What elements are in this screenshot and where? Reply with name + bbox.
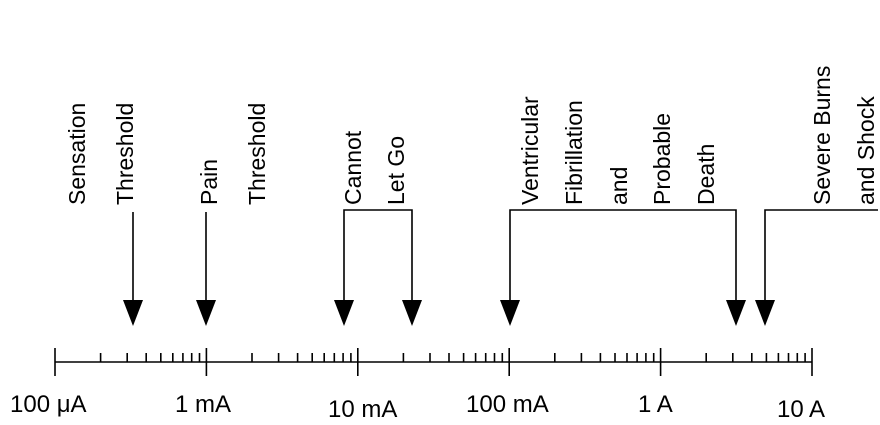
cannot-label-line-2: Let Go (383, 136, 409, 205)
sensation-label-line-2: Threshold (112, 103, 138, 205)
axis-ticks (54, 348, 813, 376)
vfib-label-line-4: Probable (649, 113, 675, 205)
axis-label-1a: 1 A (638, 391, 673, 418)
axis-label-10ma: 10 mA (328, 396, 397, 423)
sensation-label-line-1: Sensation (64, 103, 90, 205)
vfib-label-line-2: Fibrillation (561, 100, 587, 205)
vfib-label-line-1: Ventricular (517, 96, 543, 205)
sensation-arrow-head (123, 300, 143, 326)
severe-bracket (764, 209, 878, 302)
severe-burns-annotation: Severe Burns and Shock (755, 66, 879, 326)
axis-label-100ua: 100 μA (10, 391, 87, 418)
cannot-let-go-annotation: Cannot Let Go (334, 130, 422, 326)
axis-label-100ma: 100 mA (466, 391, 549, 418)
vfib-label-line-5: Death (693, 144, 719, 205)
pain-label-line-2: Threshold (244, 103, 270, 205)
ventricular-fibrillation-annotation: Ventricular Fibrillation and Probable De… (500, 96, 746, 326)
pain-threshold-annotation: Pain Threshold (196, 103, 270, 326)
pain-arrow-head (196, 300, 216, 326)
pain-label-line-1: Pain (196, 159, 222, 205)
cannot-let-go-bracket (343, 209, 413, 302)
axis-label-10a: 10 A (777, 396, 825, 423)
severe-arrow-head (755, 300, 775, 326)
sensation-threshold-annotation: Sensation Threshold (64, 103, 143, 326)
cannot-arrow-head-left (334, 300, 354, 326)
cannot-arrow-head-right (402, 300, 422, 326)
vfib-arrow-head-right (726, 300, 746, 326)
vfib-label-line-3: and (606, 167, 632, 205)
cannot-label-line-1: Cannot (340, 130, 366, 205)
axis-label-1ma: 1 mA (175, 391, 231, 418)
severe-label-line-1: Severe Burns (809, 66, 835, 205)
vfib-bracket (509, 209, 737, 302)
vfib-arrow-head-left (500, 300, 520, 326)
severe-label-line-2: and Shock (853, 96, 879, 205)
